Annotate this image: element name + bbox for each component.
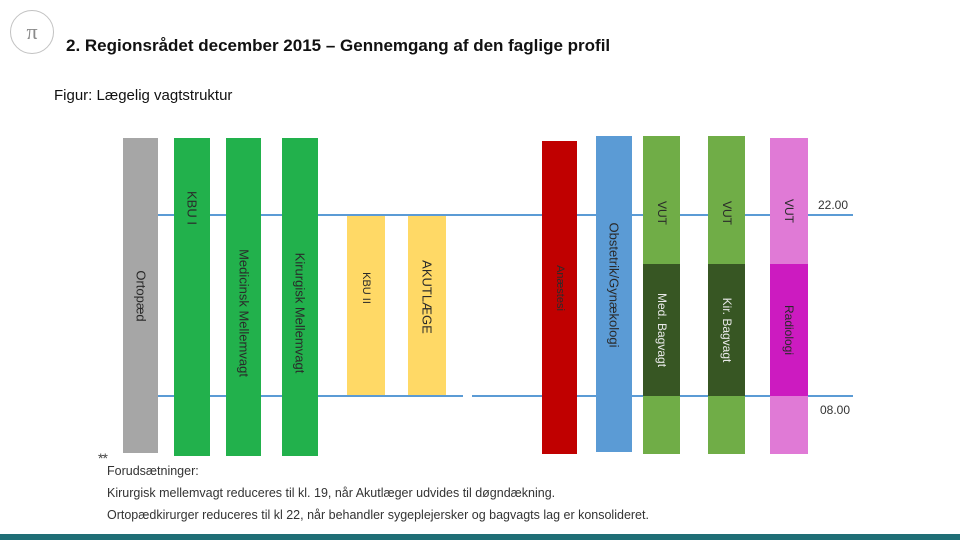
column-radiologi: VUT Radiologi bbox=[770, 138, 808, 454]
column-label: Kirurgisk Mellemvagt bbox=[292, 252, 308, 374]
vut-label: VUT bbox=[719, 200, 734, 225]
line-22 bbox=[158, 214, 853, 216]
slide-title: 2. Regionsrådet december 2015 – Gennemga… bbox=[66, 36, 611, 55]
column-label: Obstetrik/Gynækologi bbox=[606, 222, 622, 348]
notes-marker: ** bbox=[98, 450, 108, 466]
time-label-08: 08.00 bbox=[820, 403, 851, 417]
time-label-22: 22.00 bbox=[818, 198, 849, 212]
bagvagt-segment: Kir. Bagvagt bbox=[708, 264, 745, 396]
column-obstetrik-gynaekologi: Obstetrik/Gynækologi bbox=[596, 136, 632, 452]
column-label: Ortopæd bbox=[133, 269, 148, 322]
radiologi-label: Radiologi bbox=[782, 304, 796, 356]
vut-lower-segment bbox=[708, 396, 745, 454]
vut-label: VUT bbox=[782, 199, 796, 224]
column-kirurgisk-mellemvagt: Kirurgisk Mellemvagt bbox=[282, 138, 318, 456]
column-medicinsk-mellemvagt: Medicinsk Mellemvagt bbox=[226, 138, 261, 456]
bagvagt-label: Kir. Bagvagt bbox=[719, 297, 734, 363]
column-label: Anæstesi bbox=[553, 265, 566, 312]
vut-segment: VUT bbox=[708, 136, 745, 264]
column-kbu-1: KBU I bbox=[174, 138, 210, 456]
radiologi-segment: Radiologi bbox=[770, 264, 808, 396]
logo-glyph: π bbox=[26, 19, 38, 44]
vut-segment: VUT bbox=[770, 138, 808, 264]
column-label: KBU II bbox=[360, 271, 372, 304]
assumptions-notes: Forudsætninger: Kirurgisk mellemvagt red… bbox=[107, 460, 649, 526]
bagvagt-label: Med. Bagvagt bbox=[654, 292, 669, 368]
bagvagt-segment: Med. Bagvagt bbox=[643, 264, 680, 396]
logo: π bbox=[10, 10, 54, 54]
column-akutlaege: AKUTLÆGE bbox=[408, 216, 446, 395]
column-label: AKUTLÆGE bbox=[419, 259, 435, 334]
column-label: Medicinsk Mellemvagt bbox=[236, 248, 251, 377]
vut-segment: VUT bbox=[643, 136, 680, 264]
column-med-bagvagt: VUT Med. Bagvagt bbox=[643, 136, 680, 454]
column-label: KBU I bbox=[184, 190, 200, 225]
column-kir-bagvagt: VUT Kir. Bagvagt bbox=[708, 136, 745, 454]
column-anaestesi: Anæstesi bbox=[542, 141, 577, 454]
column-kbu-2: KBU II bbox=[347, 216, 385, 395]
vut-label: VUT bbox=[654, 200, 669, 225]
notes-line: Kirurgisk mellemvagt reduceres til kl. 1… bbox=[107, 486, 556, 500]
bottom-accent-bar bbox=[0, 534, 960, 540]
figure-caption: Figur: Lægelig vagtstruktur bbox=[54, 87, 233, 104]
vut-lower-segment bbox=[770, 396, 808, 454]
notes-line: Ortopædkirurger reduceres til kl 22, når… bbox=[107, 508, 649, 522]
column-ortopaed: Ortopæd bbox=[123, 138, 158, 453]
vut-lower-segment bbox=[643, 396, 680, 454]
notes-heading: Forudsætninger: bbox=[107, 464, 199, 478]
